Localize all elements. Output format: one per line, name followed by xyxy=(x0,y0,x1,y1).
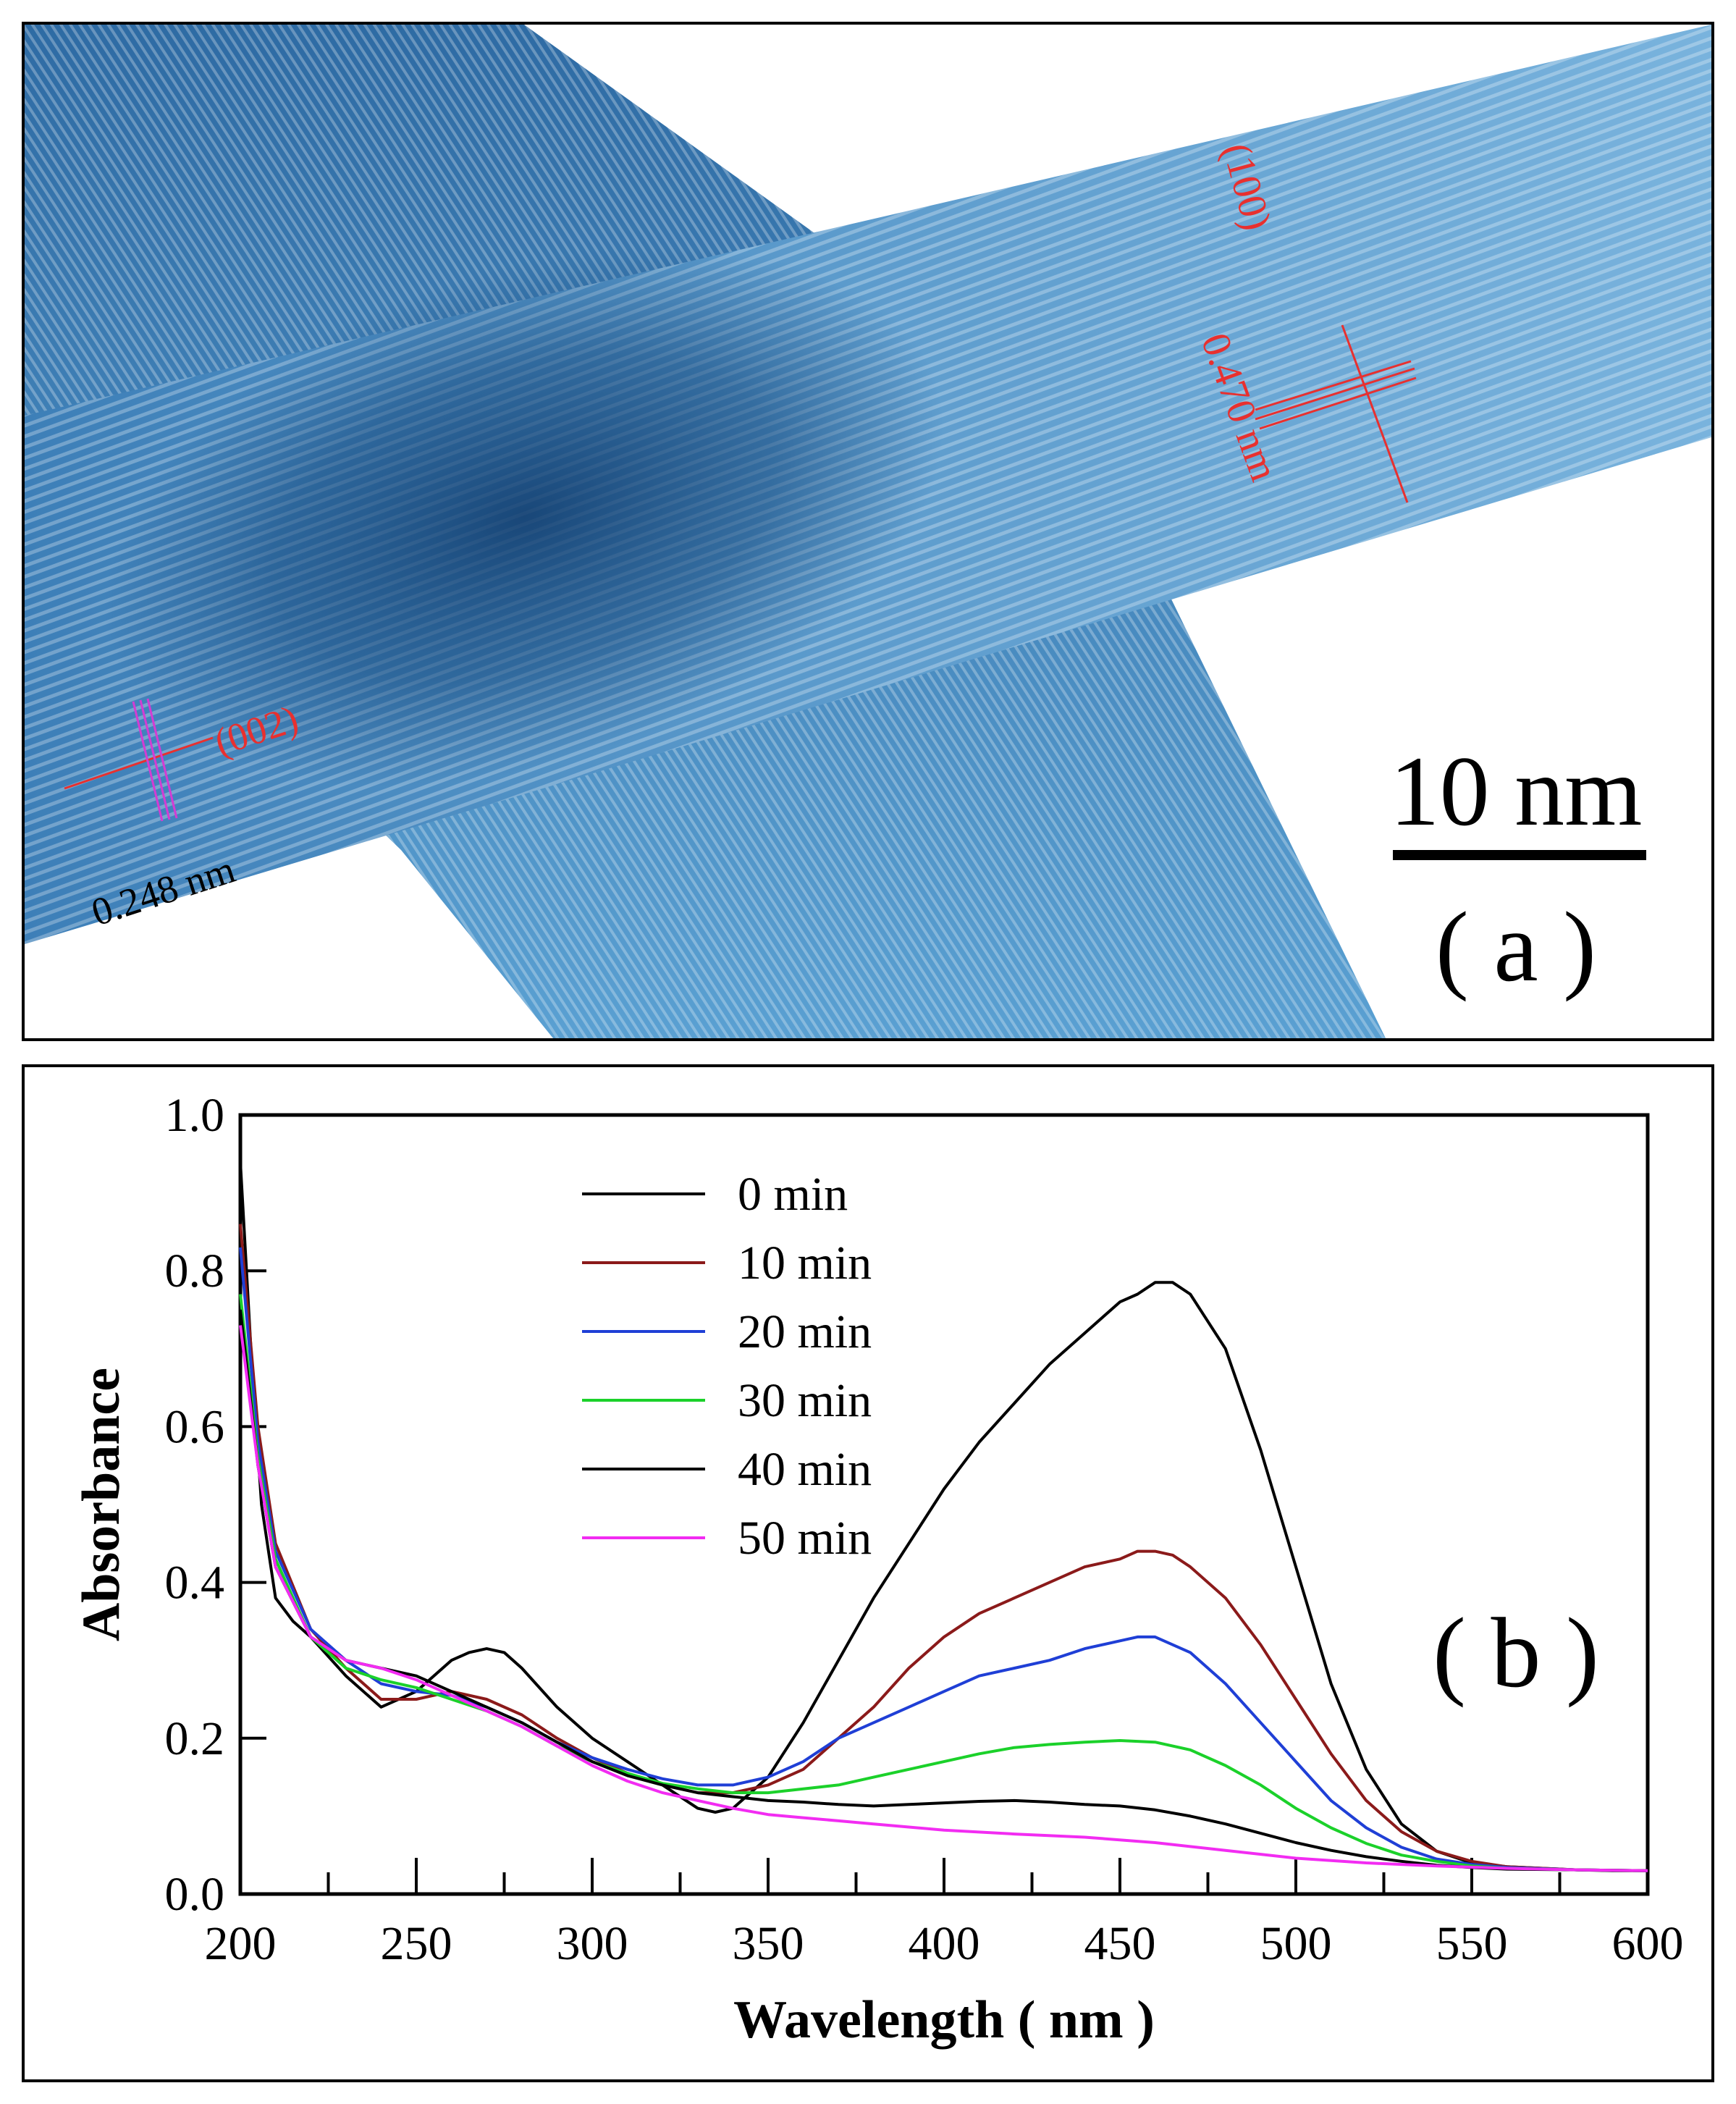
x-axis-label: Wavelength ( nm ) xyxy=(733,1990,1155,2050)
legend-label: 0 min xyxy=(738,1168,848,1221)
x-tick-label: 250 xyxy=(381,1917,452,1970)
legend-label: 20 min xyxy=(738,1305,872,1358)
overlap-dark-region xyxy=(104,247,945,787)
series-line-40-min xyxy=(239,1309,1648,1872)
x-tick-label: 500 xyxy=(1260,1917,1332,1970)
x-tick-label: 200 xyxy=(205,1917,277,1970)
panel-b-label: ( b ) xyxy=(1433,1597,1599,1708)
annotation-100 xyxy=(1255,324,1417,503)
y-axis-label: Absorbance xyxy=(72,1368,131,1641)
legend-label: 30 min xyxy=(738,1374,872,1427)
scale-bar xyxy=(1393,850,1646,860)
legend-label: 40 min xyxy=(738,1443,872,1496)
y-tick-label: 0.0 xyxy=(165,1868,225,1921)
series-line-20-min xyxy=(239,1247,1648,1872)
y-tick-label: 1.0 xyxy=(165,1089,225,1142)
chart-canvas: 200 250 300 350 400 450 500 550 600 0.0 0.2 0.4 0.6 0… xyxy=(72,1089,1684,2050)
series-line-0-min xyxy=(239,1161,1648,1872)
panel-a-tem-image: (100) 0.470 nm (002) 0.248 nm 10 nm ( a … xyxy=(22,22,1714,1041)
series-line-10-min xyxy=(239,1224,1648,1872)
y-tick-label: 0.2 xyxy=(165,1712,225,1765)
x-tick-label: 450 xyxy=(1084,1917,1156,1970)
x-tick-label: 350 xyxy=(733,1917,804,1970)
series-lines xyxy=(239,1161,1648,1872)
y-tick-label: 0.4 xyxy=(165,1557,225,1609)
annotation-002 xyxy=(64,698,214,822)
axis-tick-labels: 200 250 300 350 400 450 500 550 600 0.0 0.2 0.4 0.6 0… xyxy=(165,1089,1684,1970)
tem-image-canvas: (100) 0.470 nm (002) 0.248 nm 10 nm ( a … xyxy=(25,25,1711,1038)
legend-label: 10 min xyxy=(738,1237,872,1289)
panel-b-absorbance-chart: 200 250 300 350 400 450 500 550 600 0.0 0.2 0.4 0.6 0… xyxy=(22,1064,1714,2082)
legend: 0 min 10 min 20 min 30 min 40 min 50 min xyxy=(582,1168,872,1565)
x-tick-label: 400 xyxy=(909,1917,980,1970)
plot-area-frame xyxy=(238,1113,1650,1896)
x-tick-label: 550 xyxy=(1436,1917,1508,1970)
x-tick-label: 300 xyxy=(557,1917,628,1970)
legend-label: 50 min xyxy=(738,1512,872,1565)
series-line-30-min xyxy=(239,1294,1648,1872)
axis-ticks xyxy=(239,1114,1649,1895)
series-line-50-min xyxy=(239,1325,1648,1872)
y-tick-label: 0.6 xyxy=(165,1400,225,1453)
x-tick-label: 600 xyxy=(1612,1917,1684,1970)
panel-a-label: ( a ) xyxy=(1436,891,1596,1002)
y-tick-label: 0.8 xyxy=(165,1245,225,1297)
scale-bar-text: 10 nm xyxy=(1390,736,1643,846)
